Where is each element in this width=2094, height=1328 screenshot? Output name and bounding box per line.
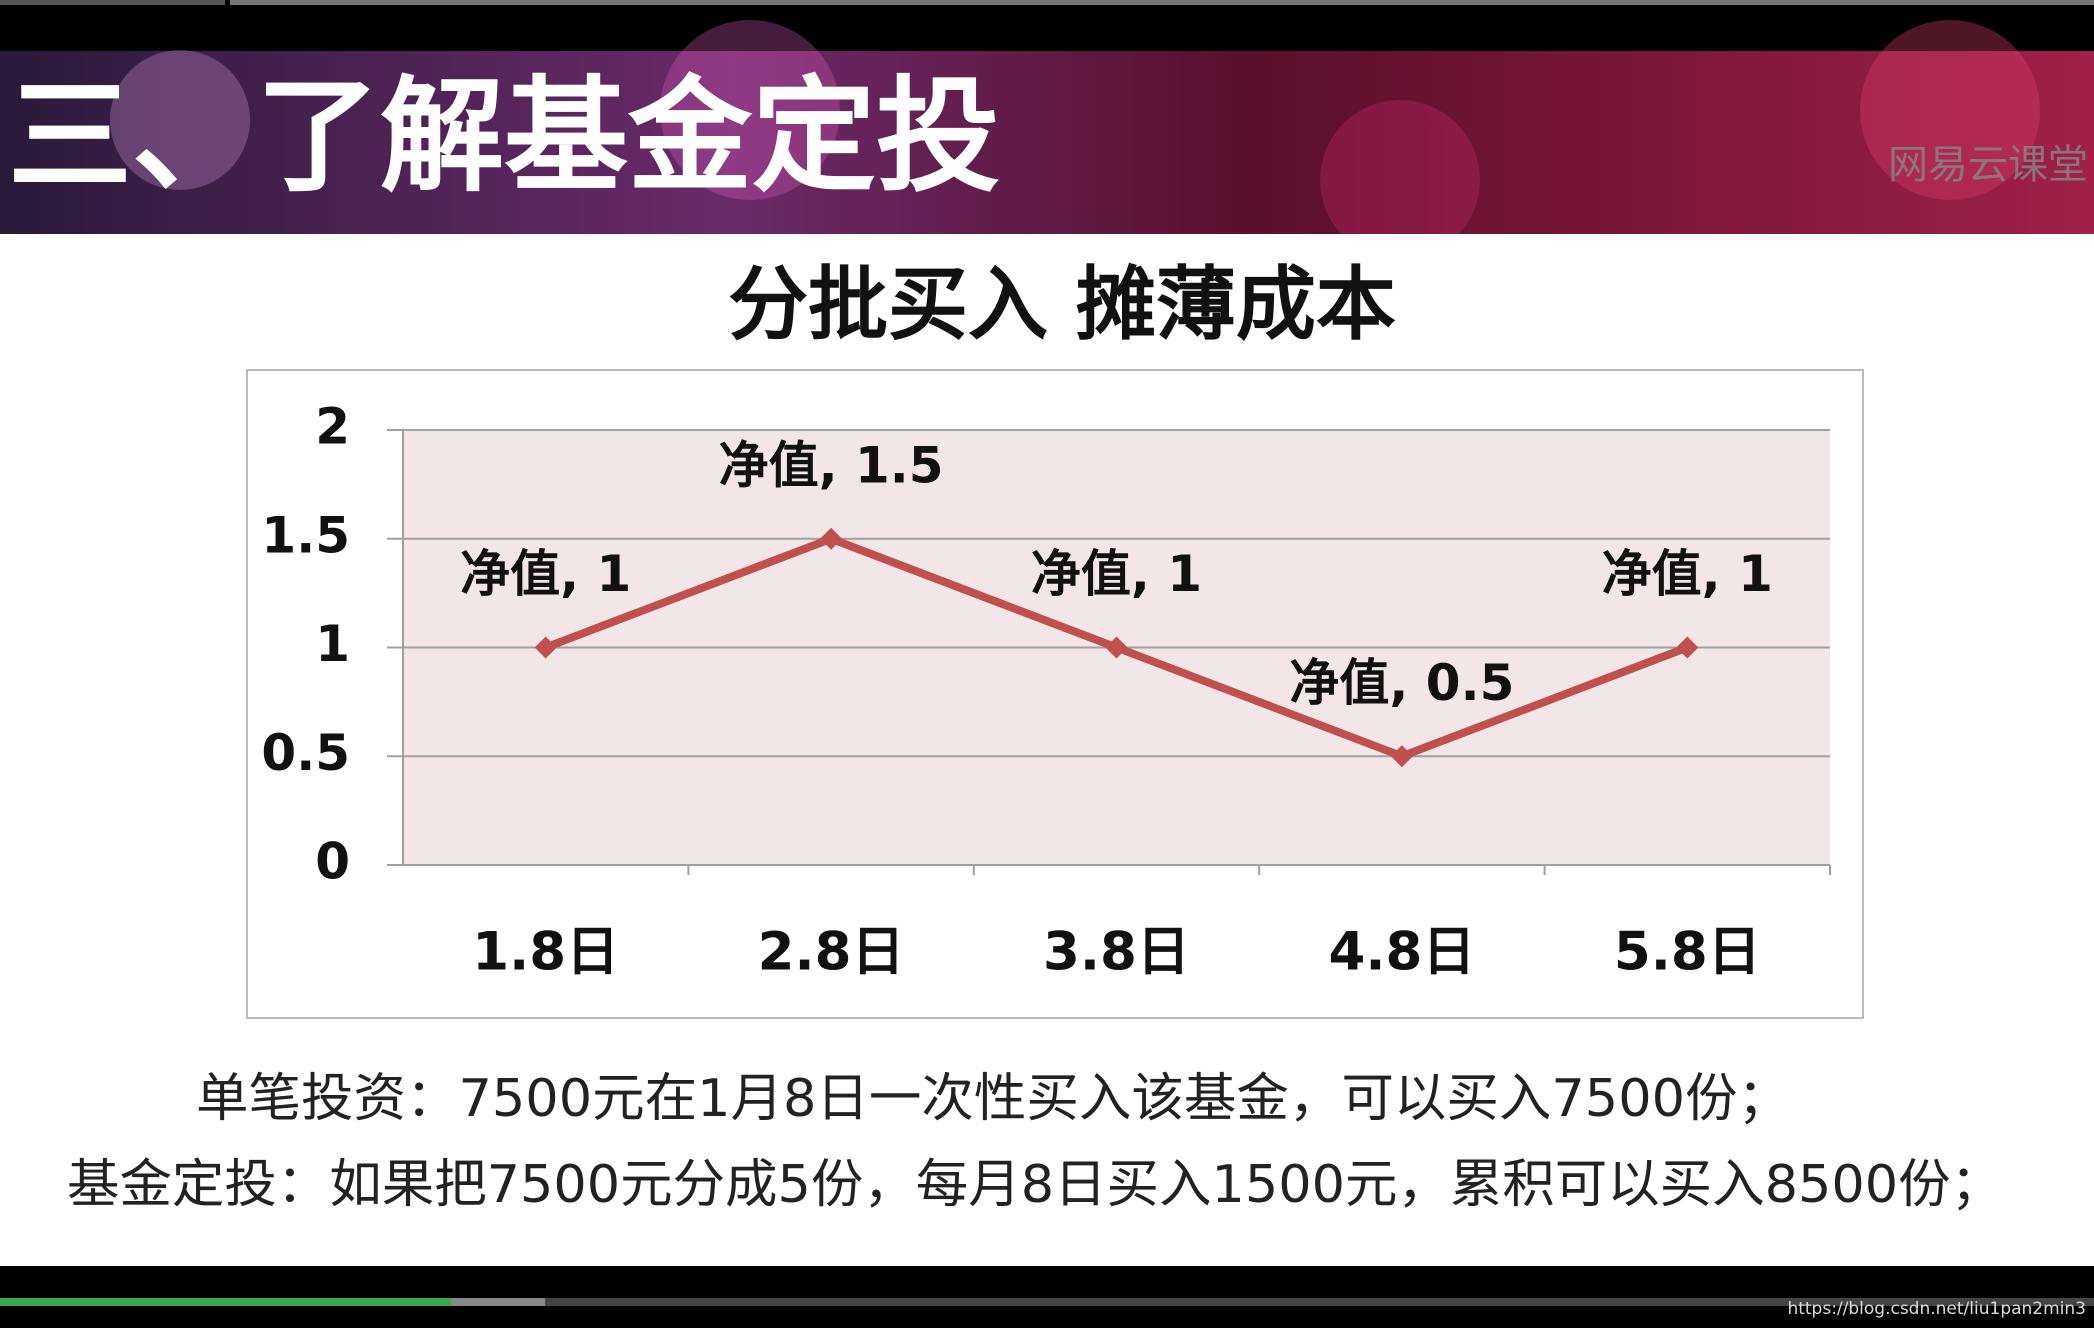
data-label: 净值, 1.5	[719, 436, 944, 494]
data-label: 净值, 1	[460, 545, 631, 603]
y-tick-label: 0	[315, 833, 350, 891]
note-line: 基金定投：如果把7500元分成5份，每月8日买入1500元，累积可以买入8500…	[67, 1155, 2003, 1215]
data-label: 净值, 1	[1031, 545, 1202, 603]
point-marker	[1676, 636, 1699, 659]
x-tick-label: 4.8日	[1328, 922, 1475, 983]
top-strip	[230, 0, 2094, 5]
bokeh	[660, 20, 840, 200]
note-line: 单笔投资：7500元在1月8日一次性买入该基金，可以买入7500份；	[196, 1069, 1790, 1129]
progress-played	[0, 1298, 451, 1306]
x-tick-label: 1.8日	[472, 922, 619, 983]
y-tick-label: 0.5	[261, 724, 350, 782]
chart: 0 0.5 1 1.5 2 1.8日 2.8日 3.8日 4.8日 5.8日 净值, 1 净值, 1.…	[261, 398, 1831, 983]
header-title: 三、了解基金定投	[8, 65, 1000, 209]
x-tick-label: 5.8日	[1614, 922, 1761, 983]
progress-track[interactable]	[0, 1298, 2094, 1306]
data-label: 净值, 0.5	[1289, 654, 1514, 712]
y-tick-label: 1.5	[261, 506, 350, 564]
source-url: https://blog.csdn.net/liu1pan2min3	[1787, 1299, 2086, 1319]
point-marker	[820, 527, 843, 550]
point-marker	[534, 636, 557, 659]
bokeh	[1320, 100, 1480, 260]
y-tick-label: 1	[315, 615, 350, 673]
top-bar	[0, 0, 2094, 51]
header-banner	[0, 51, 2094, 234]
x-tick-label: 3.8日	[1043, 922, 1190, 983]
x-tick-label: 2.8日	[758, 922, 905, 983]
player-bar	[0, 1266, 2094, 1328]
watermark: 网易云课堂	[1888, 142, 2088, 188]
bokeh	[110, 50, 250, 190]
bokeh	[1860, 20, 2040, 200]
point-marker	[1390, 745, 1413, 768]
point-marker	[1105, 636, 1128, 659]
chart-title: 分批买入 摊薄成本	[728, 258, 1396, 351]
y-tick-label: 2	[315, 398, 350, 456]
data-label: 净值, 1	[1602, 545, 1773, 603]
top-strip	[0, 0, 225, 5]
